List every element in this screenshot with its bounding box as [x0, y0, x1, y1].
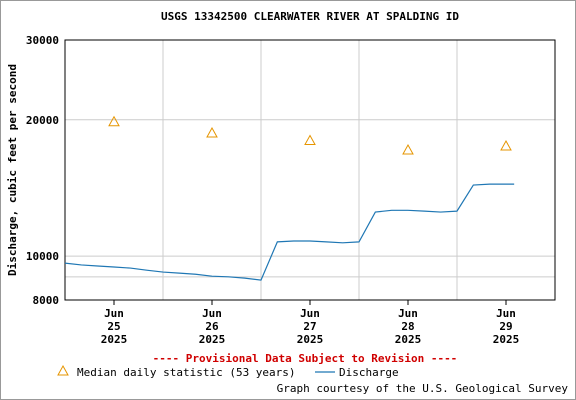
x-tick-label: 29 [499, 320, 512, 333]
median-marker [500, 139, 512, 151]
median-marker [402, 143, 414, 155]
x-tick-label: 27 [303, 320, 316, 333]
y-tick-label: 10000 [26, 250, 59, 263]
x-tick-label: Jun [398, 307, 418, 320]
x-tick-label: Jun [104, 307, 124, 320]
median-marker [206, 126, 218, 138]
plot-border [64, 39, 556, 301]
x-tick-label: 2025 [199, 333, 226, 346]
x-tick-label: 2025 [493, 333, 520, 346]
x-tick-label: 26 [205, 320, 219, 333]
chart-title: USGS 13342500 CLEARWATER RIVER AT SPALDI… [161, 10, 459, 23]
x-tick-label: Jun [300, 307, 320, 320]
x-tick-label: Jun [496, 307, 516, 320]
y-tick-label: 8000 [33, 294, 60, 307]
discharge-line [64, 183, 515, 281]
annotation: ---- Provisional Data Subject to Revisio… [153, 352, 458, 365]
y-tick-label: 30000 [26, 34, 59, 47]
x-tick-label: 25 [107, 320, 120, 333]
y-axis-label: Discharge, cubic feet per second [6, 64, 19, 276]
x-tick-label: 28 [401, 320, 414, 333]
median-marker [304, 134, 316, 145]
credit: Graph courtesy of the U.S. Geological Su… [277, 382, 569, 395]
legend-marker [57, 364, 69, 376]
legend-label: Median daily statistic (53 years) [77, 366, 296, 379]
median-marker [108, 115, 120, 127]
x-tick-label: Jun [202, 307, 222, 320]
legend-label: Discharge [339, 366, 399, 379]
plot-area [65, 40, 555, 300]
x-tick-label: 2025 [297, 333, 324, 346]
x-tick-label: 2025 [395, 333, 422, 346]
x-tick-label: 2025 [101, 333, 128, 346]
y-tick-label: 20000 [26, 114, 59, 127]
